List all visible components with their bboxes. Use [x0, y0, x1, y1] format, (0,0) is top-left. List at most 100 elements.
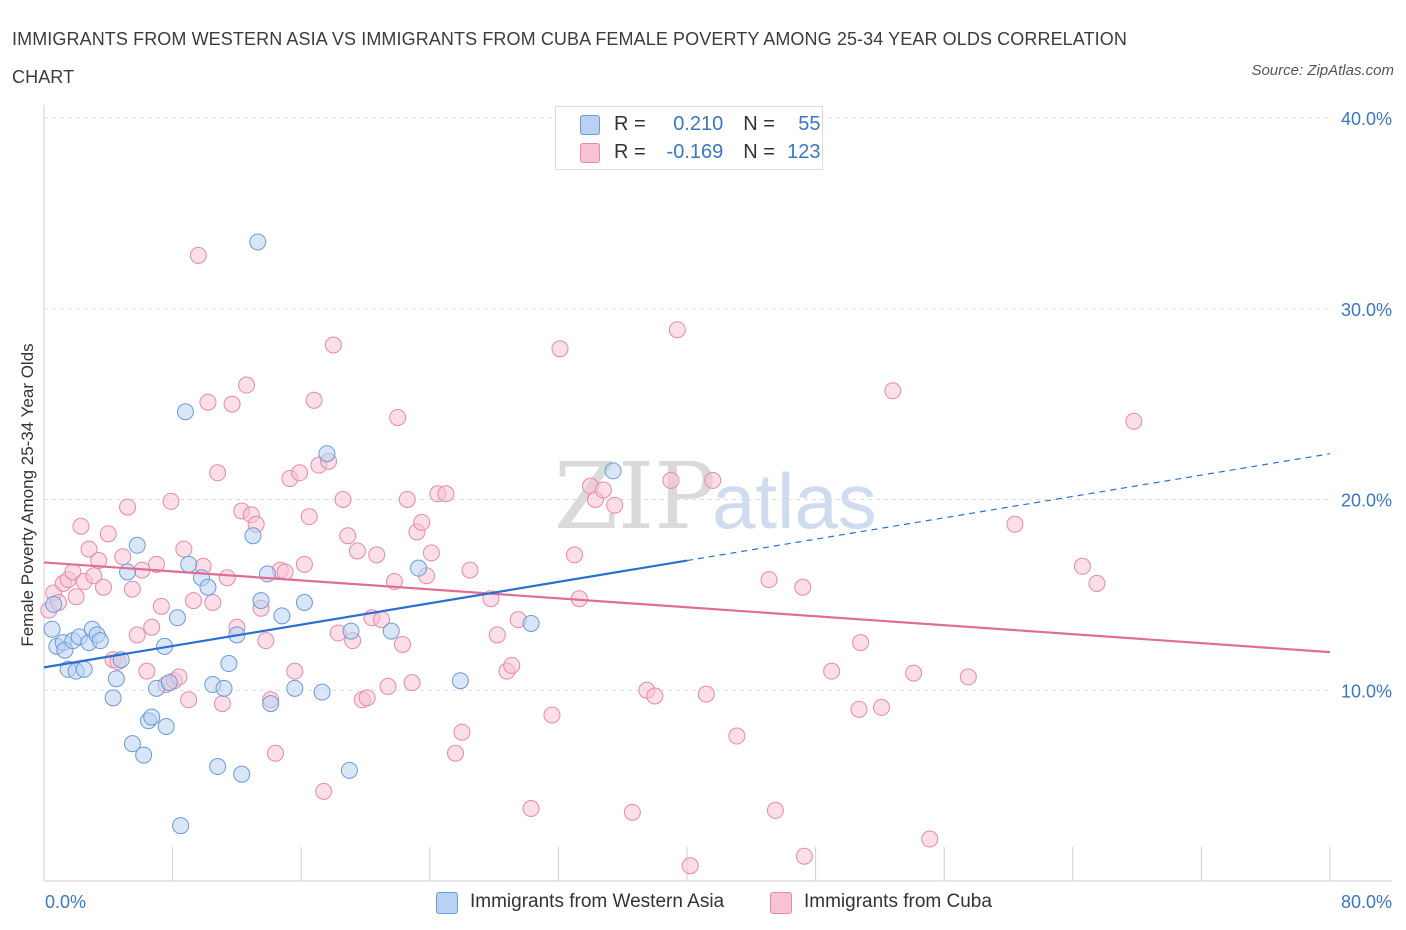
data-point: [143, 708, 161, 726]
legend-swatch-blue: [436, 892, 458, 914]
watermark-zip: ZIP: [554, 443, 716, 550]
data-point: [1125, 412, 1143, 430]
data-point: [348, 542, 366, 560]
r-value: -0.169: [666, 141, 724, 163]
legend-label: Immigrants from Cuba: [804, 891, 992, 912]
data-point: [286, 662, 304, 680]
data-point: [204, 594, 222, 612]
series-cuba-points: [40, 246, 1143, 875]
y-tick-label: 10.0%: [1341, 681, 1392, 701]
data-point: [209, 464, 227, 482]
trend-line-cuba: [43, 561, 1331, 654]
data-point: [852, 634, 870, 652]
data-point: [199, 578, 217, 596]
data-point: [223, 395, 241, 413]
data-point: [295, 594, 313, 612]
data-point: [324, 336, 342, 354]
data-point: [340, 761, 358, 779]
data-point: [389, 408, 407, 426]
data-point: [152, 597, 170, 615]
data-point: [604, 462, 622, 480]
data-point: [318, 445, 336, 463]
data-point: [623, 803, 641, 821]
data-point: [85, 567, 103, 585]
correlation-legend: R = 0.210 N = 55 R = -0.169 N = 123: [555, 106, 823, 170]
legend-label: Immigrants from Western Asia: [470, 891, 725, 912]
data-point: [393, 635, 411, 653]
data-point: [273, 607, 291, 625]
data-point: [503, 656, 521, 674]
data-point: [91, 632, 109, 650]
data-point: [668, 321, 686, 339]
data-point: [180, 691, 198, 709]
tick-labels: 10.0% 20.0% 30.0% 40.0% 0.0% 80.0%: [45, 109, 1392, 912]
n-label: N =: [743, 113, 781, 135]
axes: [43, 105, 1392, 882]
data-point: [884, 382, 902, 400]
data-point: [143, 618, 161, 636]
trend-line-western-asia-extension: [686, 453, 1331, 562]
chart-title: IMMIGRANTS FROM WESTERN ASIA VS IMMIGRAN…: [12, 29, 1127, 87]
data-point: [135, 746, 153, 764]
data-point: [238, 376, 256, 394]
r-label: R =: [614, 113, 652, 135]
data-point: [305, 391, 323, 409]
data-point: [43, 620, 61, 638]
watermark: ZIP atlas: [554, 443, 877, 550]
r-label: R =: [614, 141, 652, 163]
data-point: [160, 674, 178, 692]
watermark-atlas: atlas: [712, 457, 877, 545]
data-point: [244, 527, 262, 545]
data-point: [368, 546, 386, 564]
legend-swatch-pink: [770, 892, 792, 914]
data-point: [794, 578, 812, 596]
data-point: [728, 727, 746, 745]
data-point: [447, 744, 465, 762]
data-point: [168, 609, 186, 627]
source-label: Source: ZipAtlas.com: [1251, 62, 1394, 79]
data-point: [543, 706, 561, 724]
data-point: [823, 662, 841, 680]
data-point: [382, 622, 400, 640]
y-tick-label: 20.0%: [1341, 491, 1392, 511]
data-point: [157, 717, 175, 735]
data-point: [257, 632, 275, 650]
x-tick-label: 80.0%: [1341, 892, 1392, 912]
data-point: [697, 685, 715, 703]
data-point: [461, 561, 479, 579]
data-point: [410, 559, 428, 577]
data-point: [104, 689, 122, 707]
data-point: [437, 485, 455, 503]
data-point: [315, 782, 333, 800]
y-axis-label: Female Poverty Among 25-34 Year Olds: [18, 343, 37, 647]
data-point: [551, 340, 569, 358]
data-point: [119, 563, 137, 581]
x-tick-label: 0.0%: [45, 892, 86, 912]
data-point: [286, 679, 304, 697]
data-point: [45, 595, 63, 613]
data-point: [300, 508, 318, 526]
data-point: [921, 830, 939, 848]
data-point: [172, 817, 190, 835]
data-point: [681, 857, 699, 875]
data-point: [266, 744, 284, 762]
data-point: [220, 655, 238, 673]
data-point: [252, 592, 270, 610]
data-point: [276, 563, 294, 581]
data-point: [75, 660, 93, 678]
data-point: [99, 525, 117, 543]
data-point: [451, 672, 469, 690]
data-point: [606, 496, 624, 514]
data-point: [249, 233, 267, 251]
data-point: [905, 664, 923, 682]
data-point: [1006, 515, 1024, 533]
data-point: [107, 670, 125, 688]
data-point: [262, 695, 280, 713]
data-point: [175, 540, 193, 558]
data-point: [209, 758, 227, 776]
data-point: [291, 464, 309, 482]
series-western-asia-points: [43, 233, 622, 835]
data-point: [422, 544, 440, 562]
legend-swatch-pink: [580, 143, 600, 163]
y-tick-label: 30.0%: [1341, 300, 1392, 320]
